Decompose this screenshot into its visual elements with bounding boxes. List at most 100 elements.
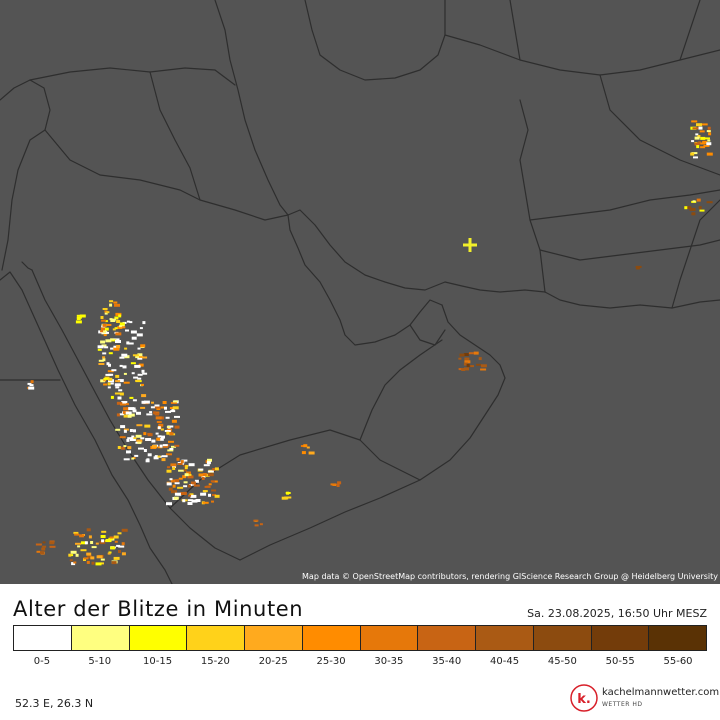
lightning-strike: [175, 479, 180, 483]
lightning-strike: [698, 206, 702, 210]
lightning-strike: [692, 127, 699, 130]
scale-swatch: [302, 626, 361, 650]
lightning-strike: [133, 429, 136, 433]
lightning-strike: [74, 533, 80, 536]
scale-swatch: [360, 626, 419, 650]
lightning-strike: [337, 481, 342, 485]
lightning-strike: [141, 369, 145, 373]
lightning-strike: [174, 492, 181, 496]
lightning-strike: [117, 402, 123, 405]
lightning-strike: [152, 444, 157, 448]
location-marker: [463, 238, 477, 252]
lightning-strike: [188, 494, 192, 497]
lightning-strike: [284, 496, 289, 500]
lightning-strike: [128, 413, 135, 417]
lightning-strike: [123, 414, 128, 418]
lightning-strike: [109, 300, 114, 303]
lightning-strike: [169, 448, 174, 450]
lightning-strike: [110, 338, 115, 341]
lightning-strike: [461, 368, 466, 371]
lightning-strike: [108, 551, 112, 554]
scale-swatch: [129, 626, 188, 650]
lightning-strike: [136, 439, 143, 443]
scale-label: 30-35: [374, 656, 404, 667]
lightning-strike: [116, 320, 121, 323]
lightning-strike: [700, 142, 706, 145]
lightning-strike: [118, 550, 121, 553]
lightning-strike: [208, 483, 212, 486]
lightning-strike: [97, 348, 102, 351]
lightning-strike: [149, 411, 153, 414]
lightning-strike: [100, 327, 105, 331]
lightning-strike: [134, 364, 141, 368]
lightning-strike: [115, 380, 121, 383]
lightning-strike: [706, 130, 711, 133]
lightning-strike: [165, 416, 170, 419]
lightning-strike: [708, 132, 712, 136]
lightning-strike: [203, 464, 210, 467]
lightning-strike: [79, 314, 86, 318]
lightning-strike: [104, 346, 109, 349]
red-sea-east-coast: [31, 269, 241, 561]
lightning-strike: [144, 424, 151, 428]
lightning-strike: [73, 561, 77, 564]
lightning-strike: [161, 435, 165, 439]
lightning-strike: [138, 447, 144, 450]
lightning-strike: [464, 367, 469, 371]
lightning-map[interactable]: [0, 0, 720, 584]
red-sea-west-coast: [0, 271, 173, 584]
lightning-strike: [96, 555, 103, 559]
lightning-strike: [107, 552, 111, 555]
lightning-strike: [704, 137, 710, 140]
lightning-strike: [174, 425, 180, 429]
lightning-strike: [459, 353, 465, 357]
lightning-strike: [124, 347, 128, 350]
lightning-strike: [177, 486, 184, 489]
lightning-strike: [120, 425, 126, 429]
lightning-strike: [178, 469, 185, 472]
lightning-strike: [155, 432, 159, 435]
lightning-strike: [174, 415, 180, 418]
lightning-strike: [183, 469, 187, 472]
lightning-strike: [135, 434, 142, 438]
lightning-strike: [79, 534, 85, 538]
lightning-strike: [158, 423, 164, 427]
south-arabia-coast: [239, 304, 506, 561]
lightning-strike: [90, 541, 94, 544]
lightning-strike: [100, 316, 104, 319]
lightning-strike: [193, 484, 200, 487]
lightning-strike: [107, 382, 111, 386]
brand-logo[interactable]: k. kachelmannwetter.com WETTER HD: [570, 683, 719, 713]
lightning-strike: [131, 457, 135, 460]
north-borders: [679, 0, 701, 61]
lightning-strike: [171, 445, 176, 448]
lightning-strike: [70, 550, 77, 554]
lightning-strike: [206, 461, 211, 465]
location-coordinates: 52.3 E, 26.3 N: [15, 697, 94, 710]
lightning-strike: [157, 455, 161, 458]
lightning-strike: [170, 463, 177, 467]
aqaba-coast: [21, 261, 33, 271]
lightning-strike: [201, 477, 205, 480]
lightning-strike: [190, 494, 197, 498]
lightning-strike: [116, 544, 121, 547]
kachelmann-logo-icon: k.: [570, 684, 598, 712]
lightning-strike: [127, 414, 132, 418]
lightning-strike: [161, 455, 168, 458]
lightning-strike: [168, 487, 173, 491]
lightning-strike: [100, 340, 106, 344]
lightning-strike: [176, 457, 180, 461]
lightning-strike: [130, 330, 137, 334]
lightning-strike: [76, 314, 81, 317]
lightning-strike: [36, 550, 41, 553]
lightning-strike: [151, 439, 156, 443]
lightning-strike: [169, 478, 173, 481]
lightning-strike: [142, 356, 148, 359]
lightning-strike: [129, 429, 133, 432]
lightning-strike: [141, 383, 144, 386]
lightning-strike: [30, 380, 34, 384]
lightning-strike: [80, 541, 87, 545]
lightning-strike: [172, 400, 178, 403]
lightning-strike: [174, 444, 180, 447]
uae-border: [409, 324, 446, 346]
